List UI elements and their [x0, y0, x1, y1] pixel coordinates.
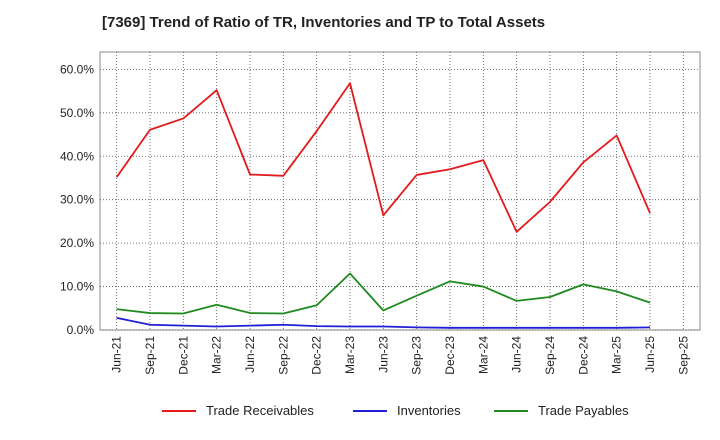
x-tick-label: Sep-24 [543, 336, 557, 375]
x-tick-label: Jun-23 [376, 336, 390, 373]
y-tick-label: 40.0% [60, 149, 94, 163]
series-line [116, 316, 651, 329]
x-tick-label: Sep-22 [276, 336, 290, 375]
x-tick-label: Dec-23 [443, 336, 457, 375]
legend-item: Trade Receivables [162, 403, 314, 418]
legend-item: Inventories [353, 403, 461, 418]
legend-label: Inventories [397, 403, 461, 418]
y-tick-label: 60.0% [60, 62, 94, 76]
x-tick-label: Mar-23 [343, 336, 357, 374]
x-tick-label: Dec-21 [176, 336, 190, 375]
legend-item: Trade Payables [494, 403, 629, 418]
x-tick-label: Jun-25 [643, 336, 657, 373]
chart-title: [7369] Trend of Ratio of TR, Inventories… [102, 14, 546, 31]
legend-swatch [353, 409, 387, 412]
x-tick-label: Sep-21 [143, 336, 157, 375]
series-line [116, 272, 651, 315]
x-tick-label: Mar-25 [610, 336, 624, 374]
legend-label: Trade Receivables [206, 403, 314, 418]
x-tick-label: Jun-24 [510, 336, 524, 373]
y-tick-label: 0.0% [67, 323, 95, 337]
x-tick-label: Mar-24 [476, 336, 490, 374]
x-tick-label: Sep-23 [410, 336, 424, 375]
x-tick-label: Jun-22 [243, 336, 257, 373]
legend-label: Trade Payables [538, 403, 629, 418]
y-tick-label: 30.0% [60, 193, 94, 207]
x-tick-label: Dec-22 [310, 336, 324, 375]
plot-frame [99, 51, 701, 331]
y-tick-label: 10.0% [60, 280, 94, 294]
legend-swatch [162, 409, 196, 412]
x-tick-label: Sep-25 [676, 336, 690, 375]
series-line [115, 82, 651, 233]
y-tick-label: 20.0% [60, 236, 94, 250]
chart-legend: Trade Receivables Inventories Trade Payabl… [0, 403, 720, 425]
x-tick-label: Jun-21 [110, 336, 124, 373]
x-tick-label: Mar-22 [210, 336, 224, 374]
y-tick-label: 50.0% [60, 106, 94, 120]
legend-swatch [494, 409, 528, 412]
x-tick-label: Dec-24 [576, 336, 590, 375]
